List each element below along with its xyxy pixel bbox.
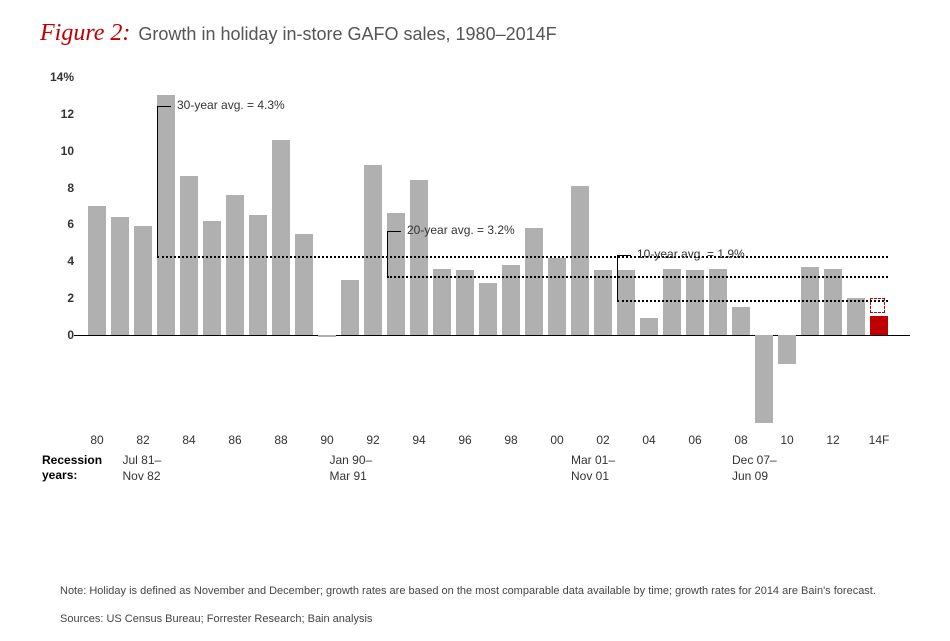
x-tick-label: 88 xyxy=(274,433,287,447)
x-tick-label: 02 xyxy=(596,433,609,447)
recession-period-line: Mar 91 xyxy=(330,469,373,485)
avg-line xyxy=(617,300,888,302)
bar xyxy=(111,217,129,335)
bar xyxy=(548,258,566,335)
x-tick-label: 08 xyxy=(734,433,747,447)
chart-title: Growth in holiday in-store GAFO sales, 1… xyxy=(138,24,556,45)
x-tick-label: 98 xyxy=(504,433,517,447)
figure-container: Figure 2: Growth in holiday in-store GAF… xyxy=(0,0,950,641)
bar xyxy=(226,195,244,335)
recession-period-line: Nov 01 xyxy=(571,469,615,485)
avg-bracket xyxy=(387,231,401,276)
bar xyxy=(456,270,474,334)
title-row: Figure 2: Growth in holiday in-store GAF… xyxy=(40,20,910,47)
avg-line xyxy=(157,256,888,258)
bar xyxy=(755,335,773,423)
x-tick-label: 96 xyxy=(458,433,471,447)
x-tick-label: 90 xyxy=(320,433,333,447)
bar xyxy=(433,269,451,335)
bar xyxy=(249,215,267,335)
x-tick-label: 94 xyxy=(412,433,425,447)
x-tick-label: 84 xyxy=(182,433,195,447)
x-tick-label: 92 xyxy=(366,433,379,447)
bar xyxy=(341,280,359,335)
bar xyxy=(571,186,589,335)
recession-period-line: Jul 81– xyxy=(123,453,162,469)
x-tick-label: 10 xyxy=(780,433,793,447)
bar xyxy=(272,140,290,335)
bar xyxy=(203,221,221,335)
x-tick-label: 14F xyxy=(869,433,890,447)
y-axis-top-label: 14% xyxy=(50,70,80,84)
avg-line xyxy=(387,276,888,278)
y-tick-label: 8 xyxy=(67,181,80,195)
recession-period: Jan 90–Mar 91 xyxy=(330,453,373,484)
y-tick-label: 4 xyxy=(67,254,80,268)
avg-bracket xyxy=(157,106,171,256)
recession-period-line: Jun 09 xyxy=(732,469,777,485)
x-tick-label: 06 xyxy=(688,433,701,447)
bar xyxy=(88,206,106,335)
chart-area: 02468101214%30-year avg. = 4.3%20-year a… xyxy=(80,77,910,457)
bar xyxy=(318,335,336,337)
avg-label: 10-year avg. = 1.9% xyxy=(637,247,745,261)
bar xyxy=(732,307,750,335)
figure-label: Figure 2: xyxy=(40,20,130,47)
bar xyxy=(778,335,796,364)
bar xyxy=(847,298,865,335)
y-tick-label: 12 xyxy=(61,107,80,121)
x-tick-label: 80 xyxy=(90,433,103,447)
y-tick-label: 0 xyxy=(67,328,80,342)
x-tick-label: 86 xyxy=(228,433,241,447)
bar-forecast-solid xyxy=(870,316,888,334)
chart-note: Note: Holiday is defined as November and… xyxy=(60,584,880,599)
bar xyxy=(134,226,152,335)
recession-period-line: Mar 01– xyxy=(571,453,615,469)
recession-period: Dec 07–Jun 09 xyxy=(732,453,777,484)
recession-years-label: Recession xyxy=(42,453,102,467)
bar xyxy=(295,234,313,335)
recession-period-line: Nov 82 xyxy=(123,469,162,485)
bar xyxy=(364,165,382,334)
recession-years-label-2: years: xyxy=(42,468,77,482)
recession-period: Jul 81–Nov 82 xyxy=(123,453,162,484)
recession-period: Mar 01–Nov 01 xyxy=(571,453,615,484)
recession-period-line: Jan 90– xyxy=(330,453,373,469)
y-tick-label: 6 xyxy=(67,217,80,231)
chart-sources: Sources: US Census Bureau; Forrester Res… xyxy=(60,612,880,627)
bar xyxy=(640,318,658,335)
y-tick-label: 2 xyxy=(67,291,80,305)
bar xyxy=(525,228,543,335)
recession-period-line: Dec 07– xyxy=(732,453,777,469)
x-tick-label: 04 xyxy=(642,433,655,447)
avg-bracket xyxy=(617,255,631,300)
x-tick-label: 12 xyxy=(826,433,839,447)
plot-region: 02468101214%30-year avg. = 4.3%20-year a… xyxy=(80,77,910,427)
x-tick-label: 00 xyxy=(550,433,563,447)
bar xyxy=(594,270,612,334)
bar xyxy=(686,270,704,334)
avg-label: 20-year avg. = 3.2% xyxy=(407,223,515,237)
avg-label: 30-year avg. = 4.3% xyxy=(177,98,285,112)
y-tick-label: 10 xyxy=(61,144,80,158)
x-tick-label: 82 xyxy=(136,433,149,447)
bar xyxy=(479,283,497,335)
